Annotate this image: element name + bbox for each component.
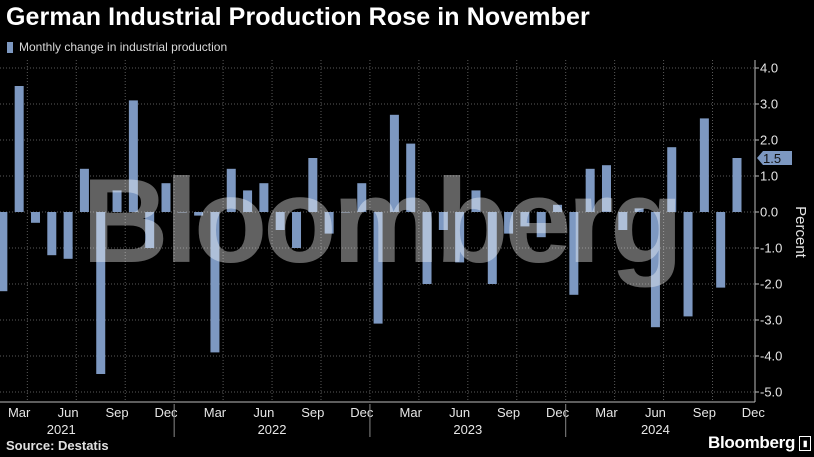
y-tick-label: 1.0 (760, 169, 778, 184)
source-note: Source: Destatis (6, 438, 109, 453)
bar (226, 168, 236, 212)
x-month-label: Mar (400, 405, 423, 420)
legend-label: Monthly change in industrial production (19, 40, 228, 54)
bar (471, 190, 481, 212)
bar (292, 212, 302, 248)
x-year-label: 2022 (258, 422, 287, 437)
x-month-label: Dec (350, 405, 374, 420)
x-month-label: Dec (154, 405, 178, 420)
bar (406, 143, 416, 212)
x-year-label: 2024 (641, 422, 670, 437)
y-axis-title: Percent (792, 206, 809, 259)
bar (30, 212, 40, 223)
bar (732, 158, 742, 212)
bar (585, 168, 595, 212)
bar (128, 100, 138, 212)
y-tick-label: 0.0 (760, 205, 778, 220)
x-year-label: 2021 (47, 422, 76, 437)
x-month-label: Mar (8, 405, 31, 420)
x-month-label: Sep (105, 405, 128, 420)
bar (716, 212, 726, 288)
y-tick-label: -3.0 (760, 313, 782, 328)
chart-title: German Industrial Production Rose in Nov… (6, 3, 590, 31)
bar (667, 147, 677, 212)
legend: Monthly change in industrial production (7, 40, 227, 54)
bar (112, 190, 122, 212)
bar (487, 212, 497, 284)
x-month-label: Dec (546, 405, 570, 420)
x-month-label: Jun (449, 405, 470, 420)
x-year-label: 2023 (453, 422, 482, 437)
x-month-label: Dec (742, 405, 766, 420)
bar (308, 158, 318, 212)
bar (259, 183, 269, 212)
x-month-label: Sep (301, 405, 324, 420)
x-month-label: Mar (595, 405, 618, 420)
bar (96, 212, 106, 374)
last-value-badge (757, 151, 792, 165)
bar (63, 212, 73, 259)
bar (601, 165, 611, 212)
bar (0, 212, 8, 292)
bar (389, 114, 399, 212)
y-tick-label: 2.0 (760, 133, 778, 148)
bloomberg-logo: Bloomberg ▮ (708, 433, 812, 453)
bar (553, 204, 563, 212)
bar (422, 212, 432, 284)
brand-name: Bloomberg (708, 433, 796, 452)
bar (536, 212, 546, 238)
bar (373, 212, 383, 324)
x-month-label: Jun (645, 405, 666, 420)
bar (79, 168, 89, 212)
bar (699, 118, 709, 212)
y-tick-label: -1.0 (760, 241, 782, 256)
x-month-label: Sep (497, 405, 520, 420)
bar (14, 86, 24, 212)
x-month-label: Mar (204, 405, 227, 420)
x-month-label: Jun (253, 405, 274, 420)
bar (340, 212, 350, 213)
bar (520, 212, 530, 227)
y-tick-label: 3.0 (760, 97, 778, 112)
bar (504, 212, 514, 234)
x-month-label: Sep (693, 405, 716, 420)
bar (145, 212, 155, 248)
bar (634, 208, 644, 212)
bar (438, 212, 448, 230)
bar (455, 212, 465, 263)
bar (210, 212, 220, 353)
bar (161, 183, 171, 212)
legend-swatch (7, 41, 13, 53)
bar (650, 212, 660, 328)
bar (324, 212, 334, 234)
bar (194, 212, 204, 216)
bar (357, 183, 367, 212)
bar (177, 212, 187, 213)
bar (275, 212, 285, 230)
bar (683, 212, 693, 317)
bar-chart-icon: ▮ (799, 435, 812, 451)
bar (618, 212, 628, 230)
y-tick-label: -5.0 (760, 385, 782, 400)
last-value-label: 1.5 (763, 151, 781, 166)
x-month-label: Jun (58, 405, 79, 420)
y-tick-label: -2.0 (760, 277, 782, 292)
y-tick-label: -4.0 (760, 349, 782, 364)
bar (47, 212, 57, 256)
y-tick-label: 4.0 (760, 61, 778, 76)
bar (569, 212, 579, 295)
bar (243, 190, 253, 212)
